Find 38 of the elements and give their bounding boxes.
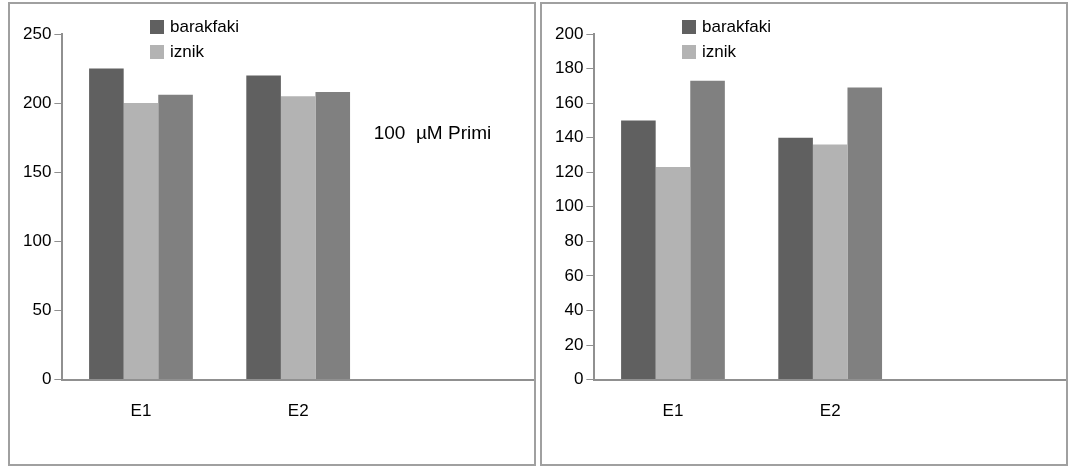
y-tick-label: 100 [554,196,584,216]
bar [847,87,883,380]
legend-label: iznik [702,41,737,63]
y-tick-label: 180 [554,58,584,78]
bar [158,94,193,380]
bar [89,68,124,380]
x-tick-label: E1 [130,401,152,421]
y-tick-label: 200 [554,23,584,43]
y-tick-label: 40 [564,300,584,320]
bar [778,137,813,380]
y-tick-label: 60 [564,265,584,285]
y-tick-label: 150 [22,161,52,181]
y-tick-label: 80 [564,231,584,251]
y-tick-label: 100 [22,231,52,251]
legend-label: iznik [170,41,205,63]
annotation: 100 µM Primi [373,122,492,144]
y-tick-label: 250 [22,23,52,43]
y-tick-label: 160 [554,92,584,112]
y-tick-label: 140 [554,127,584,147]
bar [280,96,316,380]
bar [315,92,351,380]
y-tick-label: 0 [41,369,52,389]
x-tick-label: E1 [662,401,684,421]
legend-label: barakfaki [170,16,239,38]
bar [812,144,848,380]
bar [246,75,281,380]
x-tick-label: E2 [819,401,841,421]
y-tick-label: 120 [554,161,584,181]
y-tick-label: 200 [22,92,52,112]
y-tick-label: 0 [573,369,584,389]
bar [123,103,159,380]
bar [621,120,656,380]
x-tick-label: E2 [287,401,309,421]
bar [690,80,725,380]
y-tick-label: 50 [32,300,52,320]
bar [655,167,691,380]
legend-label: barakfaki [702,16,771,38]
y-tick-label: 20 [564,334,584,354]
